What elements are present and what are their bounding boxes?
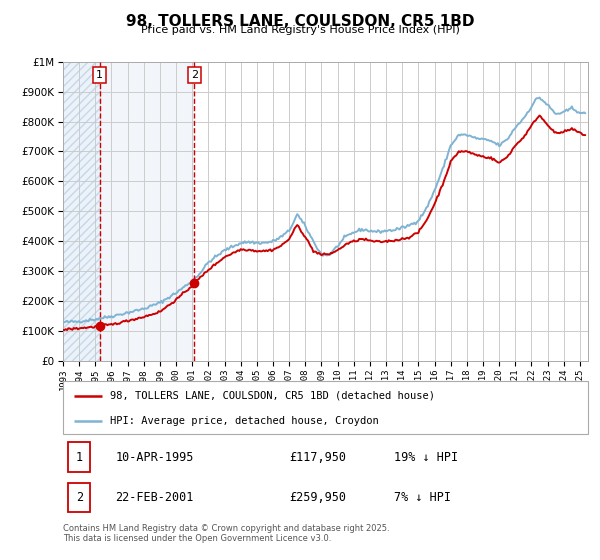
Text: 2: 2 <box>76 491 83 504</box>
Bar <box>63 62 100 361</box>
Text: 10-APR-1995: 10-APR-1995 <box>115 451 194 464</box>
Text: £117,950: £117,950 <box>289 451 346 464</box>
Text: 19% ↓ HPI: 19% ↓ HPI <box>394 451 458 464</box>
Text: Price paid vs. HM Land Registry's House Price Index (HPI): Price paid vs. HM Land Registry's House … <box>140 25 460 35</box>
Bar <box>63 62 100 361</box>
FancyBboxPatch shape <box>63 381 588 434</box>
FancyBboxPatch shape <box>68 483 90 512</box>
Text: £259,950: £259,950 <box>289 491 346 504</box>
Text: 2: 2 <box>191 70 198 80</box>
Text: 1: 1 <box>76 451 83 464</box>
Text: 7% ↓ HPI: 7% ↓ HPI <box>394 491 451 504</box>
Text: 98, TOLLERS LANE, COULSDON, CR5 1BD (detached house): 98, TOLLERS LANE, COULSDON, CR5 1BD (det… <box>110 391 435 401</box>
Text: 22-FEB-2001: 22-FEB-2001 <box>115 491 194 504</box>
Text: 1: 1 <box>96 70 103 80</box>
FancyBboxPatch shape <box>68 442 90 472</box>
Bar <box>100 62 194 361</box>
Text: HPI: Average price, detached house, Croydon: HPI: Average price, detached house, Croy… <box>110 416 379 426</box>
Text: Contains HM Land Registry data © Crown copyright and database right 2025.
This d: Contains HM Land Registry data © Crown c… <box>63 524 389 543</box>
Text: 98, TOLLERS LANE, COULSDON, CR5 1BD: 98, TOLLERS LANE, COULSDON, CR5 1BD <box>126 14 474 29</box>
